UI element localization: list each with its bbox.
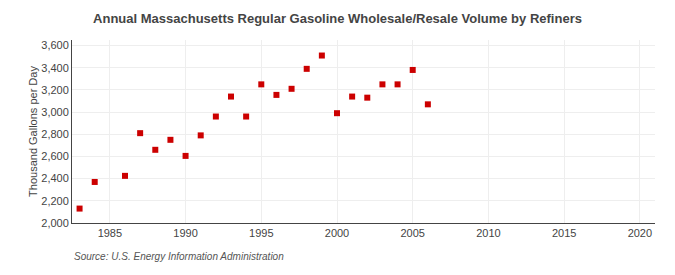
svg-text:2010: 2010 [476, 227, 500, 239]
svg-text:Thousand Gallons per Day: Thousand Gallons per Day [27, 66, 39, 197]
svg-text:3,000: 3,000 [41, 106, 69, 118]
svg-text:2015: 2015 [552, 227, 576, 239]
svg-text:3,200: 3,200 [41, 84, 69, 96]
svg-text:2,800: 2,800 [41, 128, 69, 140]
svg-text:2,200: 2,200 [41, 195, 69, 207]
svg-text:2000: 2000 [325, 227, 349, 239]
svg-text:Source: U.S. Energy Informatio: Source: U.S. Energy Information Administ… [74, 251, 284, 262]
svg-text:2,000: 2,000 [41, 217, 69, 229]
svg-text:Annual Massachusetts Regular G: Annual Massachusetts Regular Gasoline Wh… [93, 11, 582, 26]
svg-text:2005: 2005 [400, 227, 424, 239]
svg-text:1990: 1990 [173, 227, 197, 239]
svg-text:1985: 1985 [98, 227, 122, 239]
svg-text:1995: 1995 [249, 227, 273, 239]
svg-text:3,600: 3,600 [41, 39, 69, 51]
svg-text:2,400: 2,400 [41, 172, 69, 184]
svg-text:3,400: 3,400 [41, 62, 69, 74]
svg-text:2020: 2020 [628, 227, 652, 239]
svg-text:2,600: 2,600 [41, 150, 69, 162]
